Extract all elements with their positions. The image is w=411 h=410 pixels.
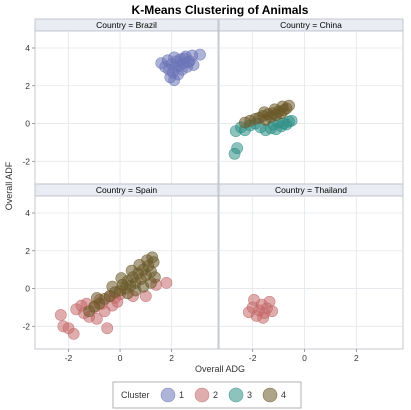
data-point-cluster-4 [115, 272, 128, 285]
panel-4: Country = Thailand -2 0 2 [218, 183, 404, 363]
panel-label: Country = China [280, 20, 342, 30]
panel-label: Country = Spain [96, 185, 157, 195]
y-tick-label: 2 [25, 81, 30, 91]
data-point-cluster-2 [54, 309, 67, 321]
y-tick-label: 4 [25, 208, 30, 218]
data-point-cluster-4 [90, 292, 103, 304]
legend-label-1: 1 [179, 390, 184, 400]
panel-2: Country = China [218, 18, 404, 185]
data-point-cluster-1 [182, 56, 195, 69]
y-tick-label: -2 [22, 321, 30, 331]
data-point-cluster-1 [194, 48, 206, 61]
chart-title: K-Means Clustering of Animals [132, 3, 309, 17]
x-axis-label: Overall ADG [195, 364, 245, 374]
y-tick-label: -2 [22, 156, 30, 166]
legend-swatch-4 [262, 387, 278, 403]
y-tick-label: 4 [25, 43, 30, 53]
y-tick-label: 2 [25, 246, 30, 256]
data-point-cluster-4 [121, 287, 134, 300]
plot-area [218, 195, 404, 350]
panel-1: Country = Brazil -2 0 2 4 [22, 18, 219, 185]
data-point-cluster-2 [90, 312, 103, 325]
x-tick-label: 2 [169, 353, 174, 363]
legend-label-4: 4 [281, 390, 286, 400]
panel-label: Country = Brazil [96, 20, 157, 30]
x-tick-label: -2 [249, 353, 257, 363]
legend-swatch-3 [228, 387, 244, 403]
data-point-cluster-3 [231, 142, 244, 155]
legend-label-3: 3 [247, 390, 252, 400]
data-point-cluster-2 [101, 322, 114, 335]
data-point-cluster-3 [285, 114, 298, 127]
legend-title: Cluster [121, 390, 150, 400]
legend-swatch-1 [160, 387, 176, 403]
plot-area [218, 30, 404, 185]
legend-label-2: 2 [213, 390, 218, 400]
y-axis-label: Overall ADF [4, 161, 14, 210]
legend-swatch-2 [194, 387, 210, 403]
legend: Cluster 1 2 3 4 [112, 381, 302, 409]
panel-3: Country = Spain -2 0 2 4 -2 0 2 [22, 183, 219, 363]
data-point-cluster-2 [67, 327, 80, 340]
x-tick-label: 2 [354, 353, 359, 363]
panel-grid: Country = Brazil -2 0 2 4 Country = China Coun… [22, 18, 404, 363]
data-point-cluster-2 [257, 311, 269, 324]
data-point-cluster-4 [141, 254, 154, 267]
data-point-cluster-2 [266, 305, 279, 318]
data-point-cluster-1 [168, 74, 181, 87]
y-tick-label: 0 [25, 284, 30, 294]
y-tick-label: 0 [25, 119, 30, 129]
data-point-cluster-4 [258, 106, 271, 119]
data-point-cluster-2 [160, 276, 173, 289]
x-tick-label: 0 [118, 353, 123, 363]
x-tick-label: 0 [302, 353, 307, 363]
panel-label: Country = Thailand [275, 185, 347, 195]
x-tick-label: -2 [65, 353, 73, 363]
data-point-cluster-4 [268, 103, 281, 116]
data-point-cluster-4 [106, 280, 119, 293]
